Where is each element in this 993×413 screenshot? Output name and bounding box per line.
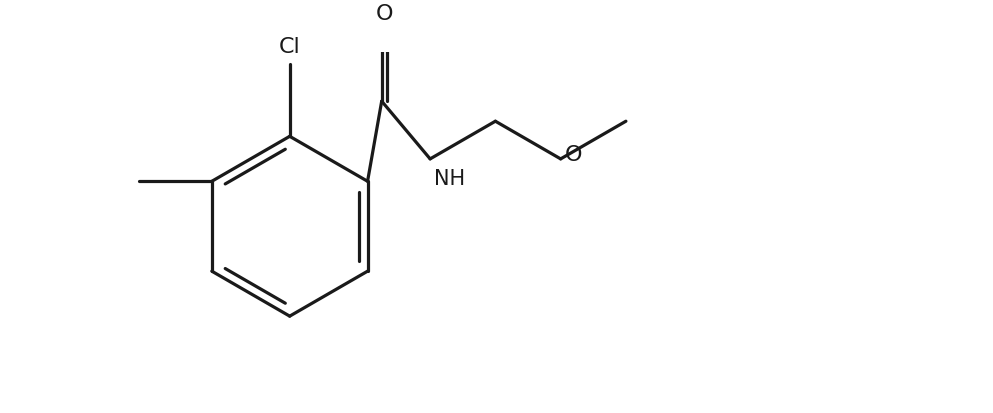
Text: O: O (565, 145, 583, 165)
Text: Cl: Cl (279, 37, 301, 57)
Text: NH: NH (434, 169, 465, 189)
Text: O: O (375, 4, 393, 24)
